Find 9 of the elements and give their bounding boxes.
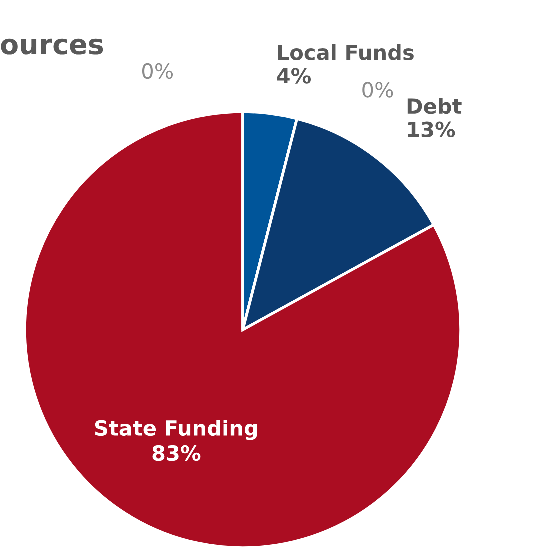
data-label: 83% xyxy=(152,445,201,462)
slice-label: State Funding xyxy=(95,420,258,440)
chart-title: ources xyxy=(1,38,104,55)
text: 0% xyxy=(142,63,174,80)
slice-label: Local Funds xyxy=(278,44,414,61)
text: 0% xyxy=(362,82,394,98)
data-label: 13% xyxy=(408,122,456,138)
data-label: 4% xyxy=(277,68,312,84)
slice-label: Debt xyxy=(408,98,462,114)
